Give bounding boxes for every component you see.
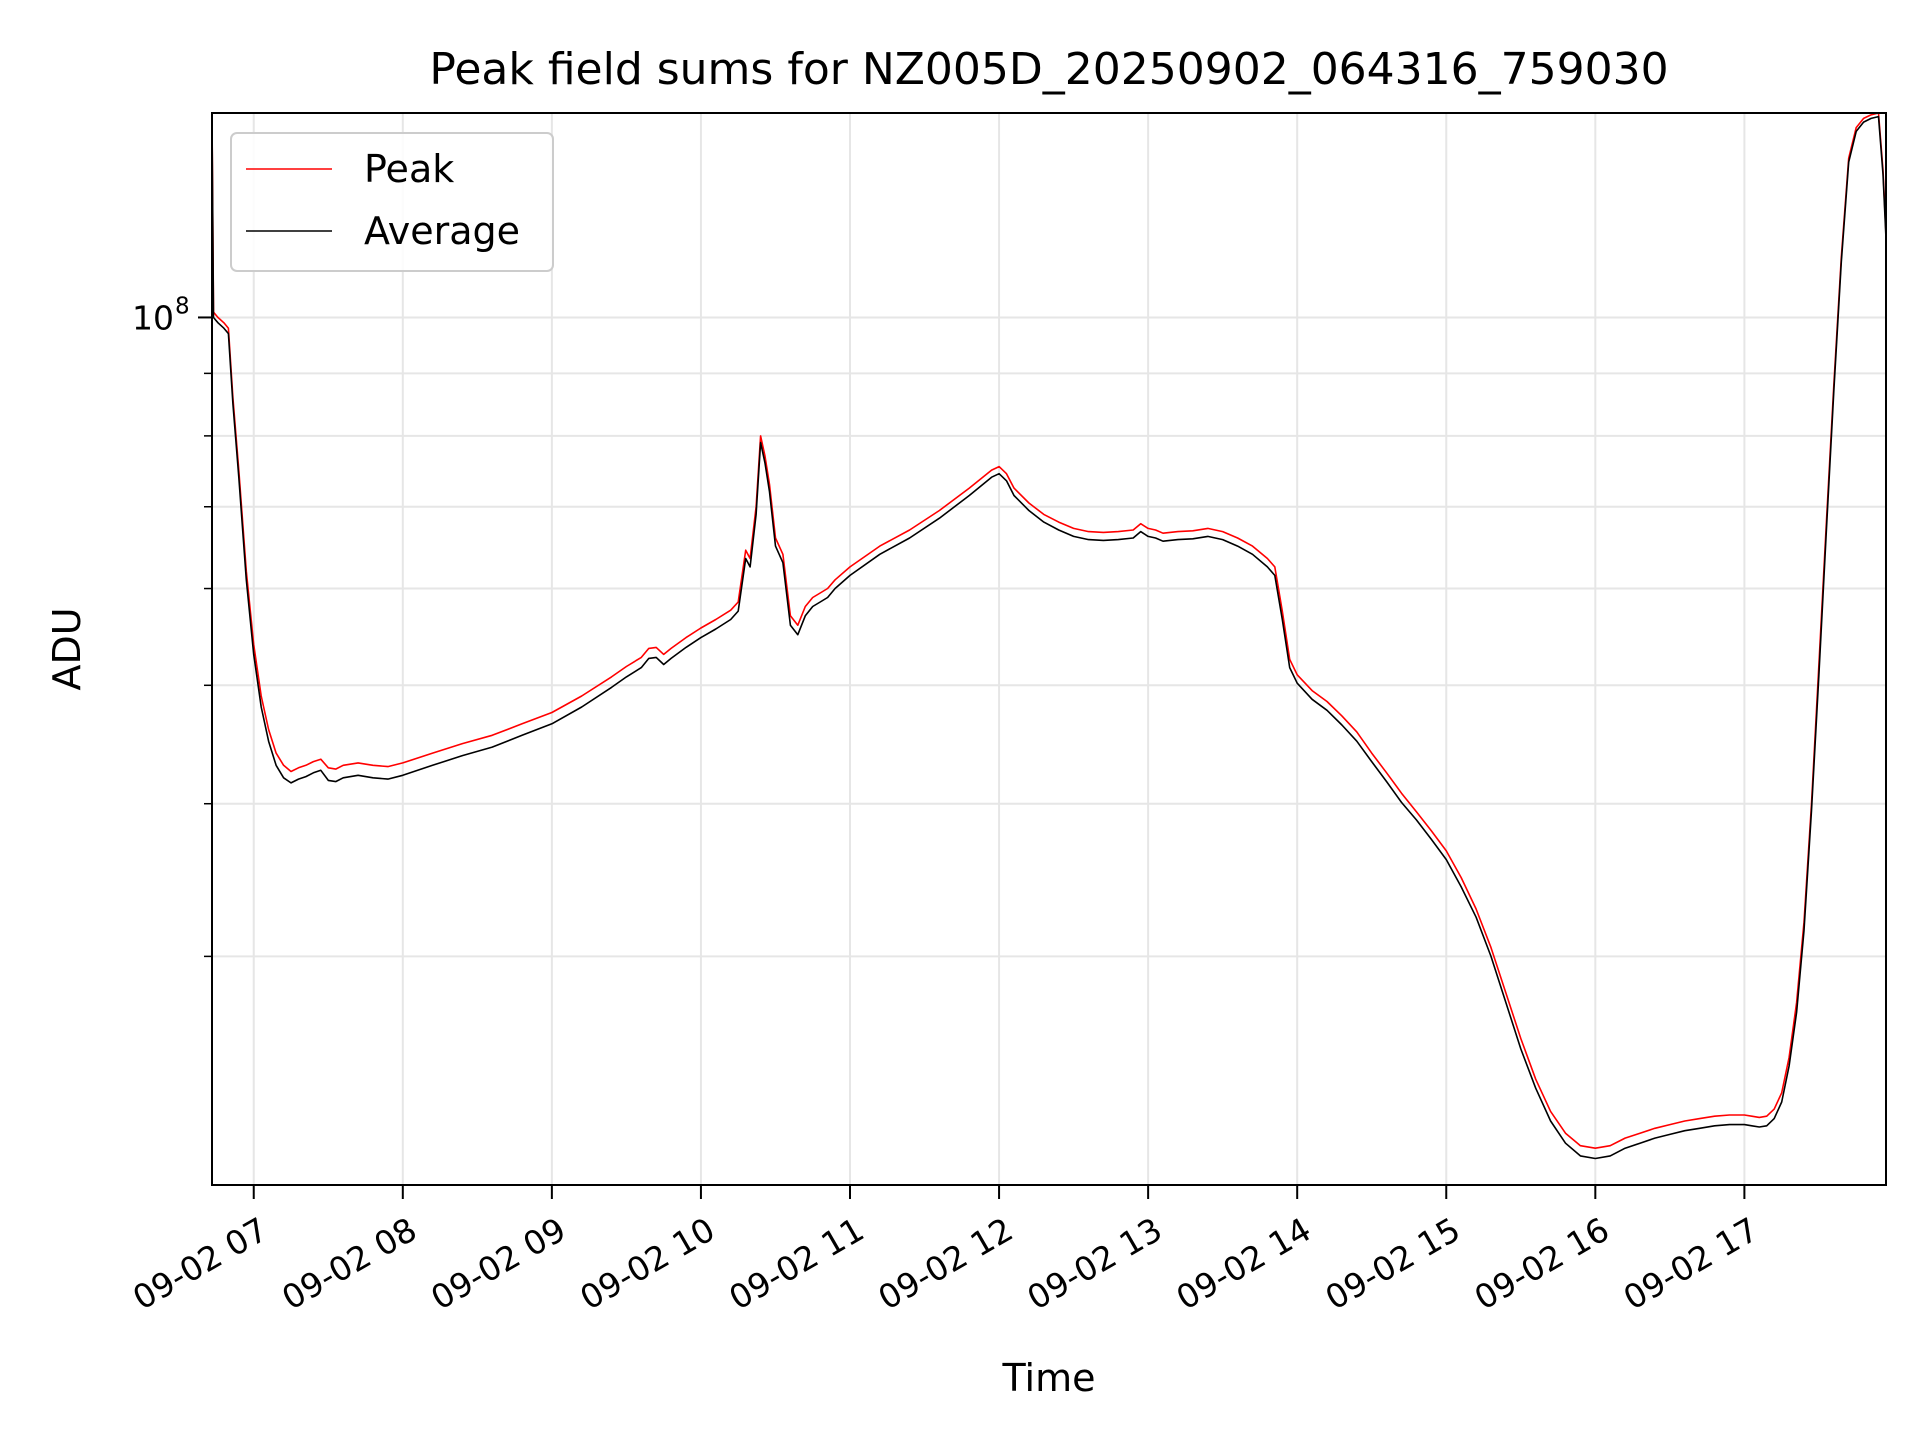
plot-frame [211, 112, 1887, 1186]
legend-box [230, 132, 554, 272]
series-lines [212, 113, 1886, 1160]
axis-ticks [198, 316, 1746, 1199]
y-axis-label: ADU [45, 607, 89, 690]
y-tick-labels: 10 8 [132, 293, 190, 337]
series-line-peak [212, 113, 1886, 1149]
grid [212, 113, 1886, 1185]
legend-label-average: Average [364, 209, 520, 253]
chart-title: Peak field sums for NZ005D_20250902_0643… [429, 44, 1668, 95]
y-tick-label: 10 8 [132, 293, 190, 337]
y-tick-label-base: 10 [132, 298, 174, 337]
x-axis-label: Time [1002, 1356, 1096, 1400]
series-line-average [212, 115, 1886, 1160]
y-tick-label-exponent: 8 [175, 293, 190, 319]
legend: Peak Average [230, 132, 554, 272]
legend-label-peak: Peak [364, 147, 454, 191]
